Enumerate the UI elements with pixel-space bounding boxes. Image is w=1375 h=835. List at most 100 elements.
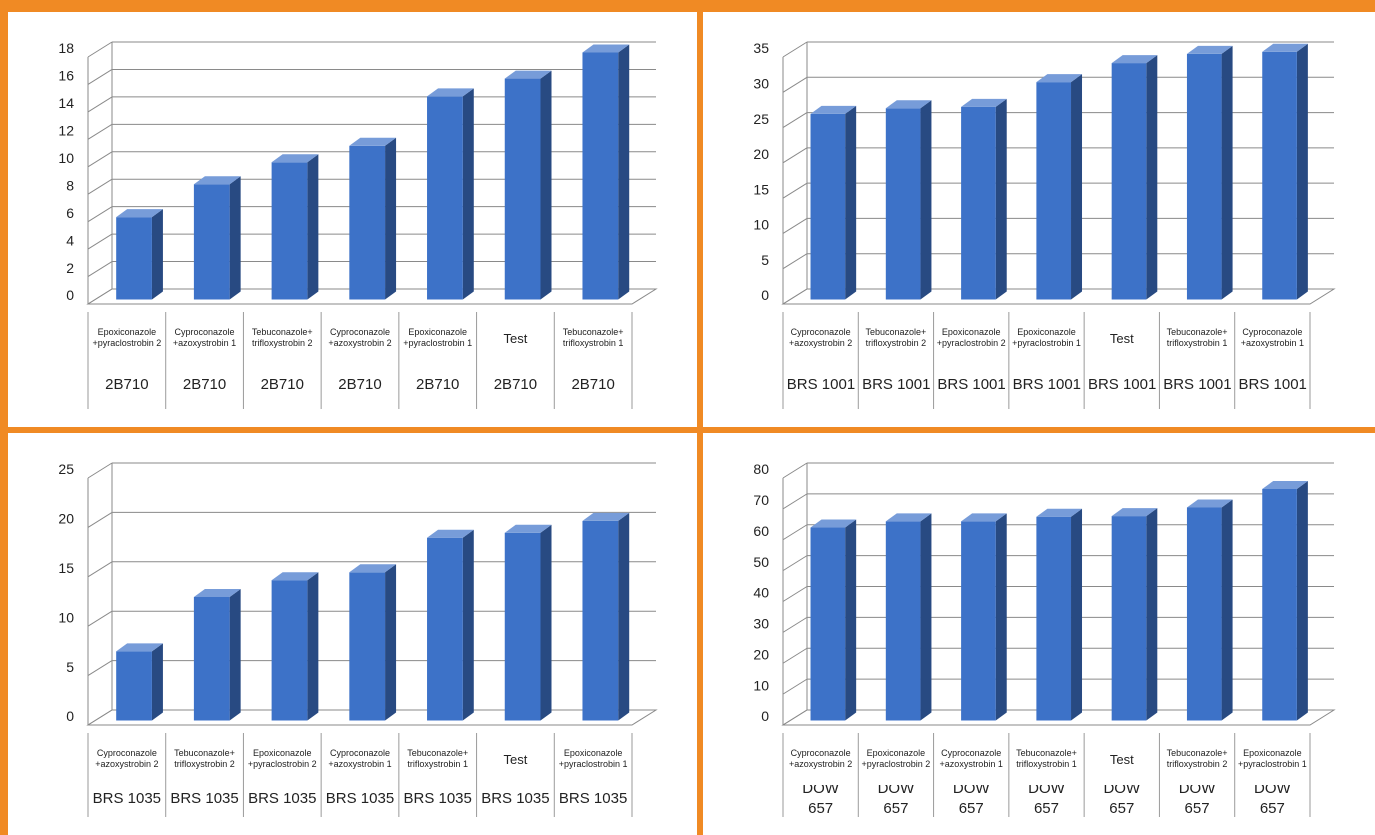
bar <box>427 96 463 300</box>
x-tick-label: Cyproconazole +azoxystrobin 2 <box>788 748 853 769</box>
group-cell: DOW 657 <box>1103 785 1141 813</box>
bar-side <box>1221 499 1233 721</box>
category-cell: Epoxiconazole +pyraclostrobin 1 <box>1012 327 1081 348</box>
chart-panel: 0 2 4 6 8 10 12 14 16 18 Epoxiconazole +pyraclostr… <box>8 12 697 427</box>
bar-top <box>349 564 397 573</box>
grid-line <box>782 555 808 572</box>
bar-top <box>885 513 932 522</box>
bar-top <box>193 589 241 597</box>
bar-top <box>1111 55 1158 64</box>
category-cell: Epoxiconazole +pyraclostrobin 2 <box>862 748 931 769</box>
bar-side <box>540 524 552 721</box>
group-cell: DOW 657 <box>802 785 839 813</box>
group-label: DOW 657 <box>952 785 990 813</box>
bar-top <box>582 512 630 521</box>
category-cell: Epoxiconazole +pyraclostrobin 2 <box>92 327 162 348</box>
bar <box>582 520 619 721</box>
bar-top <box>582 44 630 53</box>
grid-line <box>87 462 113 479</box>
bar <box>810 527 846 721</box>
group-label: DOW 657 <box>1103 785 1141 813</box>
y-tick-label: 20 <box>58 511 74 527</box>
bar <box>885 521 921 721</box>
x-tick-label: Cyproconazole +azoxystrobin 1 <box>939 748 1003 769</box>
bar-top <box>961 98 1007 107</box>
y-tick-label: 16 <box>58 68 74 84</box>
bar-side <box>385 137 397 300</box>
grid-line <box>87 206 113 223</box>
category-cell: Cyproconazole +azoxystrobin 2 <box>788 748 853 769</box>
category-cell: Epoxiconazole +pyraclostrobin 2 <box>936 327 1006 348</box>
category-cell: Tebuconazole+ trifloxystrobin 1 <box>562 327 624 348</box>
group-cell: BRS 1035 <box>481 790 549 807</box>
category-cell: Cyproconazole +azoxystrobin 1 <box>1241 327 1304 348</box>
y-tick-label: 4 <box>66 232 74 248</box>
bar-top <box>1262 43 1308 52</box>
group-label: BRS 1035 <box>325 790 395 807</box>
group-label: 2B710 <box>416 375 460 393</box>
grid-line <box>87 123 113 140</box>
grid-line <box>782 647 808 664</box>
grid-line <box>87 709 113 726</box>
bar-side <box>920 513 932 721</box>
x-tick-label: Epoxiconazole +pyraclostrobin 1 <box>558 748 628 769</box>
bar-side <box>1071 508 1083 721</box>
bar-side <box>462 529 474 721</box>
grid-line <box>782 253 808 270</box>
group-cell: BRS 1035 <box>403 790 471 807</box>
bar <box>349 572 386 721</box>
x-tick-label: Test <box>503 751 528 767</box>
x-tick-label: Tebuconazole+ trifloxystrobin 1 <box>1016 748 1077 769</box>
x-tick-label: Epoxiconazole +pyraclostrobin 2 <box>92 327 162 348</box>
bar-side <box>995 513 1007 721</box>
bar-side <box>307 572 319 721</box>
group-cell: BRS 1001 <box>862 376 930 393</box>
x-tick-label: Epoxiconazole +pyraclostrobin 1 <box>1012 327 1081 348</box>
grid-line <box>782 147 808 164</box>
x-tick-label: Epoxiconazole +pyraclostrobin 2 <box>247 748 317 769</box>
bar <box>1262 51 1297 300</box>
grid-line <box>782 678 808 695</box>
grid-line <box>87 288 113 305</box>
bar-side <box>1146 55 1158 300</box>
group-label: 2B710 <box>260 375 304 393</box>
bar <box>1036 516 1072 721</box>
chart-panel: 0 10 20 30 40 50 60 70 80 Cyproconazole +azoxystr… <box>703 433 1375 835</box>
bar-top <box>885 100 932 109</box>
y-tick-label: 60 <box>753 523 769 539</box>
grid-line <box>87 511 113 528</box>
bar-top <box>1111 508 1158 517</box>
y-tick-label: 12 <box>58 123 74 139</box>
y-tick-label: 50 <box>753 554 769 570</box>
group-label: BRS 1035 <box>92 790 162 807</box>
group-label: 2B710 <box>105 375 149 393</box>
bar-side <box>1296 43 1308 300</box>
category-cell: Epoxiconazole +pyraclostrobin 1 <box>1238 748 1307 769</box>
bar-top <box>1036 508 1083 517</box>
x-tick-label: Cyproconazole +azoxystrobin 1 <box>328 748 392 769</box>
group-label: BRS 1001 <box>1012 375 1082 393</box>
x-tick-label: Tebuconazole+ trifloxystrobin 1 <box>562 327 624 348</box>
x-tick-label: Tebuconazole+ trifloxystrobin 2 <box>1166 748 1228 769</box>
y-tick-label: 5 <box>66 659 74 675</box>
bar-side <box>151 209 163 300</box>
category-cell: Test <box>503 332 527 345</box>
group-cell: BRS 1001 <box>1012 375 1082 393</box>
bar <box>582 52 619 300</box>
grid-line <box>87 233 113 250</box>
bar-top <box>1036 74 1083 83</box>
group-cell: BRS 1001 <box>787 376 855 393</box>
bar-top <box>504 70 552 79</box>
bar-side <box>229 176 241 300</box>
bar-top <box>810 519 857 528</box>
group-label: 2B710 <box>182 375 227 393</box>
group-cell: 2B710 <box>182 375 227 393</box>
bar-top <box>427 529 474 538</box>
group-label: BRS 1035 <box>248 790 317 807</box>
bar-top <box>271 572 319 581</box>
x-tick-label: Epoxiconazole +pyraclostrobin 2 <box>936 327 1006 348</box>
category-cell: Tebuconazole+ trifloxystrobin 2 <box>1166 748 1228 769</box>
y-tick-label: 0 <box>66 708 74 724</box>
bar-side <box>151 643 163 721</box>
group-label: BRS 1001 <box>937 375 1006 393</box>
